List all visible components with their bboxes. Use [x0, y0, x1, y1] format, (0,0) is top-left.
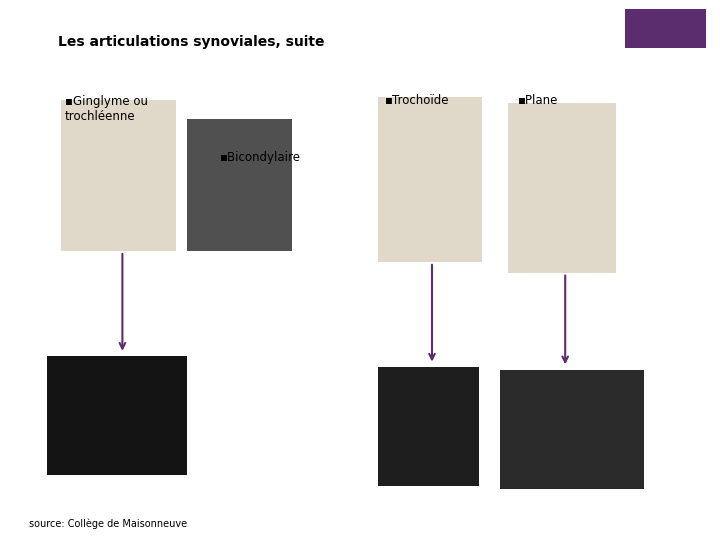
- Text: ▪Trochoïde: ▪Trochoïde: [385, 94, 450, 107]
- Text: source: Collège de Maisonneuve: source: Collège de Maisonneuve: [29, 519, 187, 529]
- Text: Les articulations synoviales, suite: Les articulations synoviales, suite: [58, 35, 324, 49]
- Text: ▪Plane: ▪Plane: [518, 94, 559, 107]
- Text: ▪Bicondylaire: ▪Bicondylaire: [220, 151, 301, 164]
- Text: ▪Ginglyme ou
trochléenne: ▪Ginglyme ou trochléenne: [65, 94, 148, 123]
